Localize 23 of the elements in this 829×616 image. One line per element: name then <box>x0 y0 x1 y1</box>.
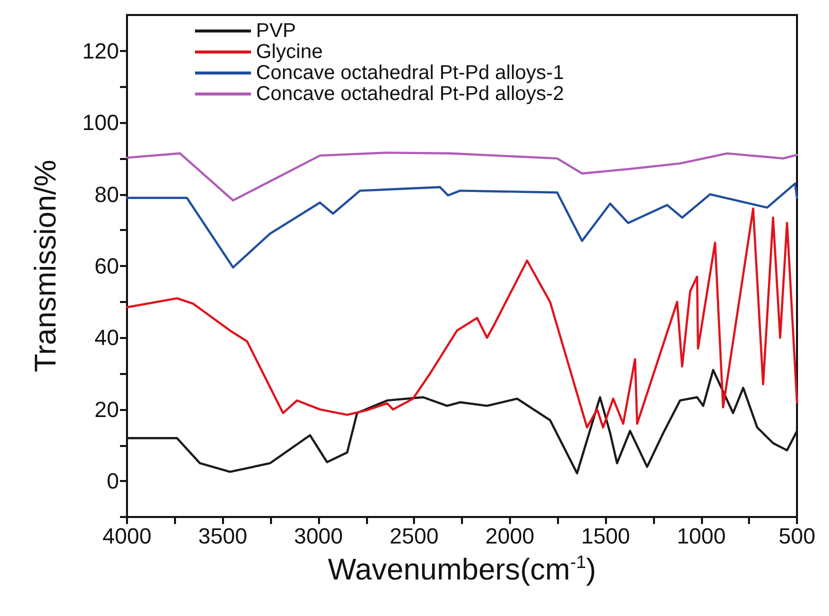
line-series <box>126 208 798 428</box>
y-tick-label: 40 <box>94 325 119 350</box>
x-tick-label: 1000 <box>676 524 726 548</box>
x-tick-label: 500 <box>778 524 816 548</box>
x-tick-label: 3000 <box>294 524 343 548</box>
line-series <box>126 182 798 269</box>
x-tick-label: 4000 <box>102 524 152 548</box>
line-series <box>126 152 798 202</box>
legend-label: Concave octahedral Pt-Pd alloys-1 <box>256 62 564 84</box>
y-tick-label: 100 <box>82 110 119 136</box>
y-tick-label: 80 <box>94 182 119 207</box>
y-tick-label: 120 <box>82 38 119 64</box>
x-tick-label: 3500 <box>198 524 248 548</box>
x-tick-label: 1500 <box>581 524 630 548</box>
legend-label: Glycine <box>256 41 323 63</box>
legend-label: Concave octahedral Pt-Pd alloys-2 <box>256 83 564 105</box>
x-tick-label: 2500 <box>390 524 439 548</box>
legend-label: PVP <box>256 20 296 42</box>
y-tick-label: 60 <box>94 254 119 278</box>
y-tick-label: 20 <box>94 396 119 422</box>
x-tick-label: 2000 <box>485 524 534 548</box>
y-axis-title: Transmission/% <box>30 160 62 372</box>
y-tick-label: 0 <box>106 468 119 494</box>
